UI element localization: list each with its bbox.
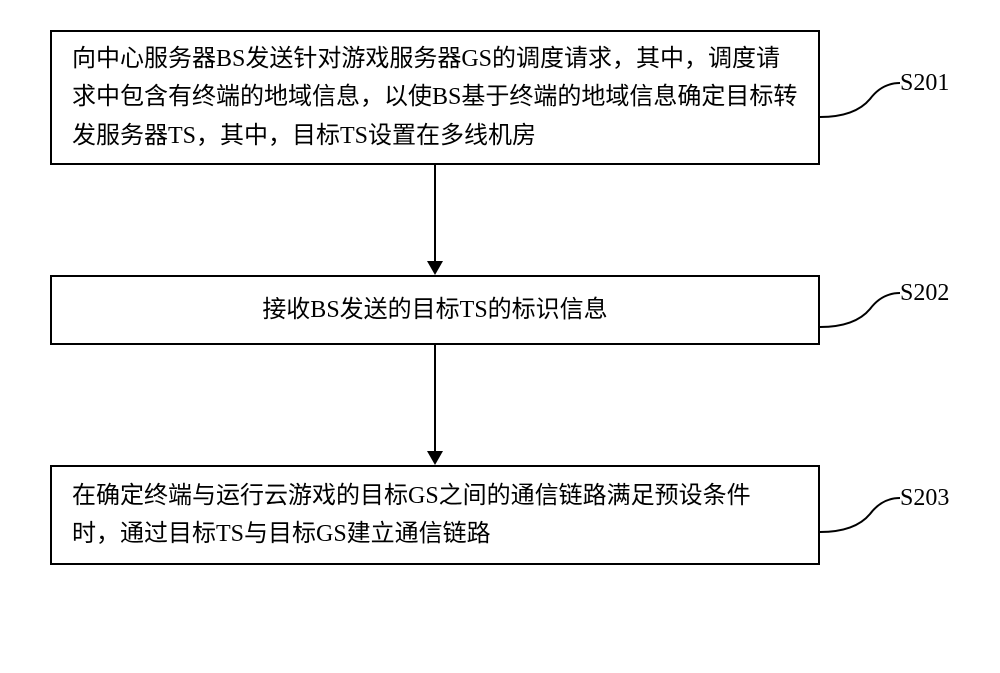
label-curve-s201 <box>820 75 900 120</box>
arrow-s202-s203 <box>434 345 436 451</box>
node-text-s203: 在确定终端与运行云游戏的目标GS之间的通信链路满足预设条件时，通过目标TS与目标… <box>72 477 798 554</box>
arrow-head-s201-s202 <box>427 261 443 275</box>
flowchart-node-s201: 向中心服务器BS发送针对游戏服务器GS的调度请求，其中，调度请求中包含有终端的地… <box>50 30 820 165</box>
arrow-head-s202-s203 <box>427 451 443 465</box>
flowchart-node-s202: 接收BS发送的目标TS的标识信息 <box>50 275 820 345</box>
step-label-s201: S201 <box>900 70 949 97</box>
step-label-s203: S203 <box>900 485 949 512</box>
node-text-s202: 接收BS发送的目标TS的标识信息 <box>262 291 607 329</box>
label-curve-s203 <box>820 490 900 535</box>
flowchart-node-s203: 在确定终端与运行云游戏的目标GS之间的通信链路满足预设条件时，通过目标TS与目标… <box>50 465 820 565</box>
arrow-s201-s202 <box>434 165 436 261</box>
node-text-s201: 向中心服务器BS发送针对游戏服务器GS的调度请求，其中，调度请求中包含有终端的地… <box>72 40 798 155</box>
flowchart-container: 向中心服务器BS发送针对游戏服务器GS的调度请求，其中，调度请求中包含有终端的地… <box>0 0 1000 673</box>
label-curve-s202 <box>820 285 900 330</box>
step-label-s202: S202 <box>900 280 949 307</box>
